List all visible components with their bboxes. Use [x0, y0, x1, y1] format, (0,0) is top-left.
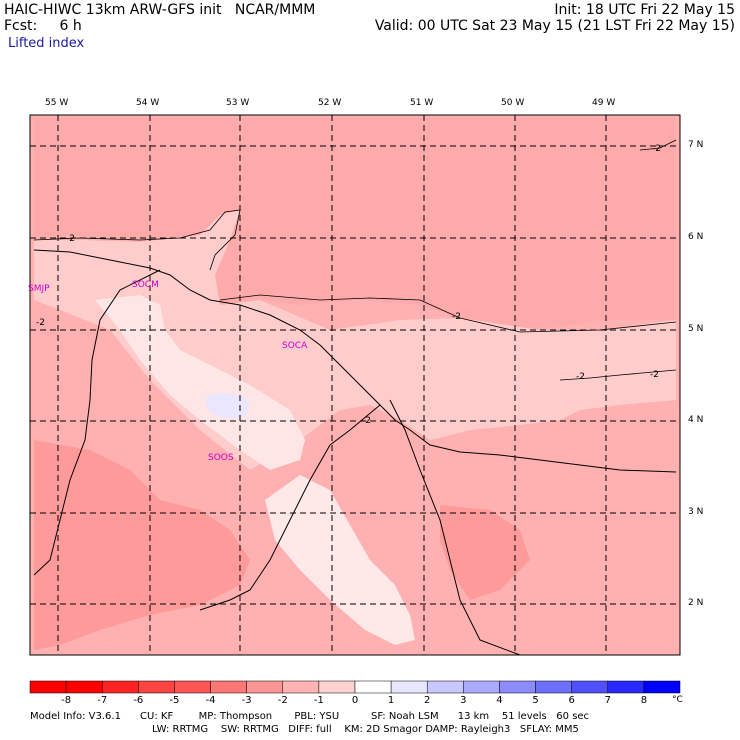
colorbar-swatch	[390, 680, 428, 694]
station-label: SOOS	[208, 453, 234, 463]
field-region-south	[34, 440, 250, 650]
field-region-minimum	[205, 393, 249, 419]
model-info-line1: Model Info: V3.6.1 CU: KF MP: Thompson P…	[30, 711, 590, 722]
colorbar-tick-label: 6	[568, 695, 575, 706]
colorbar-tick-label: 5	[532, 695, 539, 706]
model-title: HAIC-HIWC 13km ARW-GFS init NCAR/MMM	[4, 2, 316, 18]
field-region-southeast	[440, 505, 530, 600]
lat-label: 6 N	[688, 232, 704, 242]
colorbar-tick-label: 2	[424, 695, 431, 706]
station-label: SOCM	[132, 280, 159, 290]
lat-label: 3 N	[688, 507, 704, 517]
colorbar-swatch	[535, 680, 572, 694]
map-frame-outer	[29, 114, 681, 656]
colorbar-swatch	[643, 680, 681, 694]
colorbar-tick-label: -1	[313, 695, 324, 706]
lon-label: 54 W	[136, 98, 160, 108]
colorbar-swatch	[101, 680, 139, 694]
colorbar-tick-label: 8	[640, 695, 648, 706]
colorbar-tick-label: 3	[460, 695, 467, 706]
contour-label: -2	[36, 318, 45, 328]
colorbar-swatch	[571, 680, 609, 694]
colorbar-swatch	[138, 680, 175, 694]
colorbar-tick-label: 4	[496, 695, 503, 706]
lon-label: 51 W	[410, 98, 434, 108]
field-region-plume	[95, 295, 305, 470]
contour-label: -2	[650, 370, 659, 380]
colorbar-swatch	[282, 680, 320, 694]
contour-line-central	[219, 294, 677, 333]
field-region-plume-south	[265, 475, 415, 645]
colorbar-tick-label: -4	[205, 695, 216, 706]
colorbar-swatch	[463, 680, 500, 694]
colorbar-swatch	[607, 680, 645, 694]
forecast-hour: Fcst: 6 h	[4, 18, 82, 34]
colorbar-tick-label: -2	[277, 695, 288, 706]
colorbar-unit: °C	[672, 695, 683, 705]
lon-label: 55 W	[45, 98, 69, 108]
contour-label: -2	[452, 312, 461, 322]
border-west	[33, 269, 161, 576]
init-time: Init: 18 UTC Fri 22 May 15	[554, 2, 735, 18]
coastline	[33, 249, 677, 473]
contour-label: -2	[362, 416, 371, 426]
border-central	[199, 404, 381, 611]
colorbar-tick-label: -7	[97, 695, 108, 706]
colorbar-tick-label: -8	[61, 695, 72, 706]
colorbar-tick-label: -6	[133, 695, 144, 706]
lat-lon-grid	[30, 115, 680, 655]
field-name: Lifted index	[8, 36, 85, 51]
contour-line-north	[33, 209, 241, 271]
colorbar-tick-label: -5	[169, 695, 180, 706]
colorbar-tick-label: 0	[351, 695, 359, 706]
lat-label: 2 N	[688, 598, 704, 608]
lon-label: 52 W	[318, 98, 342, 108]
valid-time: Valid: 00 UTC Sat 23 May 15 (21 LST Fri …	[374, 18, 735, 34]
lat-label: 7 N	[688, 140, 704, 150]
lat-label: 5 N	[688, 324, 704, 334]
lon-label: 53 W	[226, 98, 250, 108]
colorbar	[29, 680, 681, 694]
colorbar-swatch	[354, 680, 392, 694]
station-label: SMJP	[28, 284, 50, 294]
colorbar-tick-label: 7	[604, 695, 611, 706]
colorbar-swatch	[318, 680, 356, 694]
colorbar-swatch	[174, 680, 211, 694]
contour-label: -2	[576, 372, 585, 382]
lon-label: 49 W	[592, 98, 616, 108]
contour-line-northeast	[639, 139, 677, 151]
colorbar-swatch	[426, 680, 464, 694]
colorbar-swatch	[246, 680, 284, 694]
colorbar-swatch	[210, 680, 247, 694]
colorbar-swatch	[29, 680, 67, 694]
colorbar-swatch	[65, 680, 103, 694]
border-east	[389, 399, 521, 656]
lon-label: 50 W	[501, 98, 525, 108]
colorbar-tick-label: 1	[387, 695, 395, 706]
model-info-line2: LW: RRTMG SW: RRTMG DIFF: full KM: 2D Sm…	[152, 724, 579, 735]
contour-label: -2	[66, 234, 75, 244]
colorbar-tick-label: -3	[241, 695, 252, 706]
station-label: SOCA	[282, 341, 308, 351]
contour-line-east	[559, 369, 677, 381]
contour-label: -2	[652, 144, 661, 154]
lat-label: 4 N	[688, 415, 704, 425]
colorbar-swatch	[499, 680, 536, 694]
